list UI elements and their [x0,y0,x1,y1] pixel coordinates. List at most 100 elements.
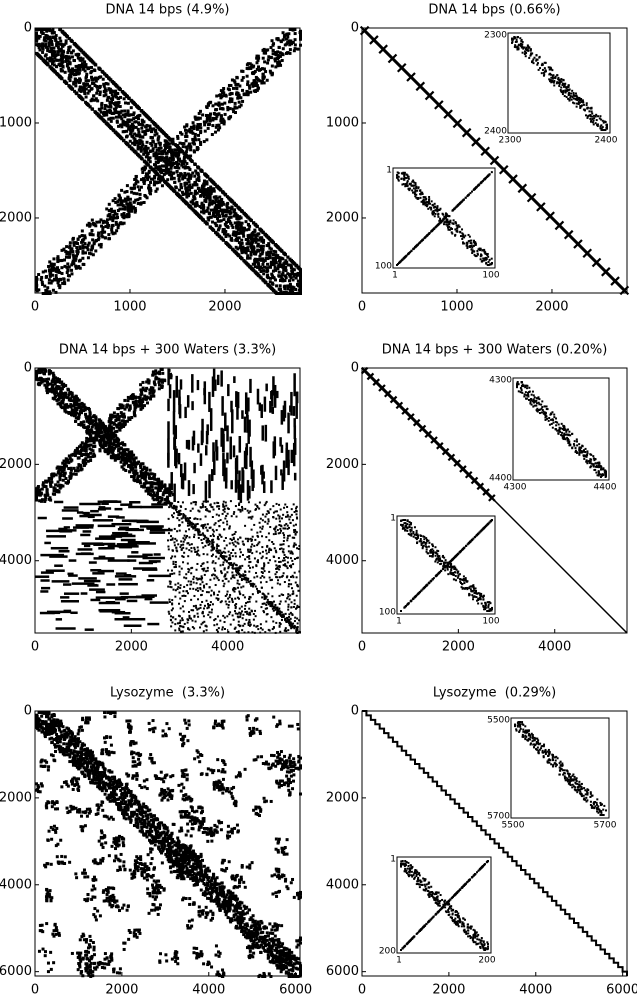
nonzero [141,177,145,181]
nonzero [539,67,542,70]
nonzero [487,264,490,266]
nonzero [221,208,225,212]
nonzero [402,183,405,186]
nonzero [403,171,406,174]
nonzero [168,160,172,164]
nonzero [101,70,105,74]
nonzero [566,85,569,88]
nonzero [235,83,239,87]
nonzero [178,195,182,199]
nonzero [72,58,76,62]
nonzero [446,214,449,217]
nonzero [278,262,282,266]
nonzero [511,41,513,44]
nonzero [231,86,235,90]
nonzero [286,263,290,267]
nonzero [133,478,137,482]
nonzero [146,146,150,150]
nonzero [477,184,480,187]
nonzero [425,205,428,208]
nonzero [117,100,121,104]
nonzero [153,473,157,477]
nonzero [428,206,431,209]
nonzero [259,276,263,280]
nonzero [403,175,406,178]
nonzero [579,98,582,101]
nonzero [38,371,42,375]
nonzero [60,77,64,81]
nonzero [205,222,209,226]
nonzero [262,269,266,273]
nonzero [254,271,258,275]
nonzero [208,195,212,199]
nonzero [133,463,137,467]
nonzero [563,84,566,87]
nonzero [135,134,139,138]
nonzero [50,48,54,52]
nonzero [403,172,406,175]
nonzero [544,69,547,72]
nonzero [97,236,101,240]
nonzero [37,36,41,40]
nonzero [72,80,76,84]
nonzero [52,266,56,270]
nonzero [416,189,419,192]
diagonal-block [471,137,481,147]
nonzero [105,98,109,102]
nonzero [56,50,60,54]
nonzero [573,102,576,105]
nonzero [54,276,58,280]
nonzero [52,262,56,266]
nonzero [133,141,137,145]
nonzero [58,401,62,405]
nonzero [105,110,109,114]
nonzero [102,219,106,223]
nonzero [257,263,261,267]
nonzero [35,286,38,290]
nonzero [67,84,71,88]
nonzero [85,75,89,79]
nonzero [244,220,248,224]
nonzero [472,244,475,247]
nonzero [565,96,568,99]
nonzero [292,274,296,278]
nonzero [40,29,44,33]
nonzero [169,186,173,190]
nonzero [271,259,275,263]
nonzero [106,225,110,229]
nonzero [204,173,208,177]
nonzero [244,246,248,250]
nonzero [112,213,116,217]
nonzero [78,68,82,72]
nonzero [526,44,529,47]
nonzero [396,176,398,179]
nonzero [73,77,77,81]
nonzero [216,128,220,132]
nonzero [169,177,173,181]
nonzero [173,148,177,152]
nonzero [229,215,233,219]
nonzero [177,179,181,183]
nonzero [197,179,201,183]
nonzero [444,216,447,219]
nonzero [263,258,267,262]
nonzero [143,467,147,471]
nonzero [216,200,220,204]
nonzero [47,41,51,45]
nonzero [212,181,216,185]
nonzero [127,209,131,213]
nonzero [268,280,272,284]
nonzero [210,133,214,137]
nonzero [285,260,289,264]
nonzero [132,453,136,457]
nonzero [164,146,168,150]
nonzero [128,457,132,461]
nonzero [589,107,592,110]
nonzero [456,227,459,230]
nonzero [250,63,254,67]
nonzero [571,96,574,99]
nonzero [564,91,567,94]
nonzero [232,79,236,83]
nonzero [68,45,72,49]
nonzero [60,380,64,384]
